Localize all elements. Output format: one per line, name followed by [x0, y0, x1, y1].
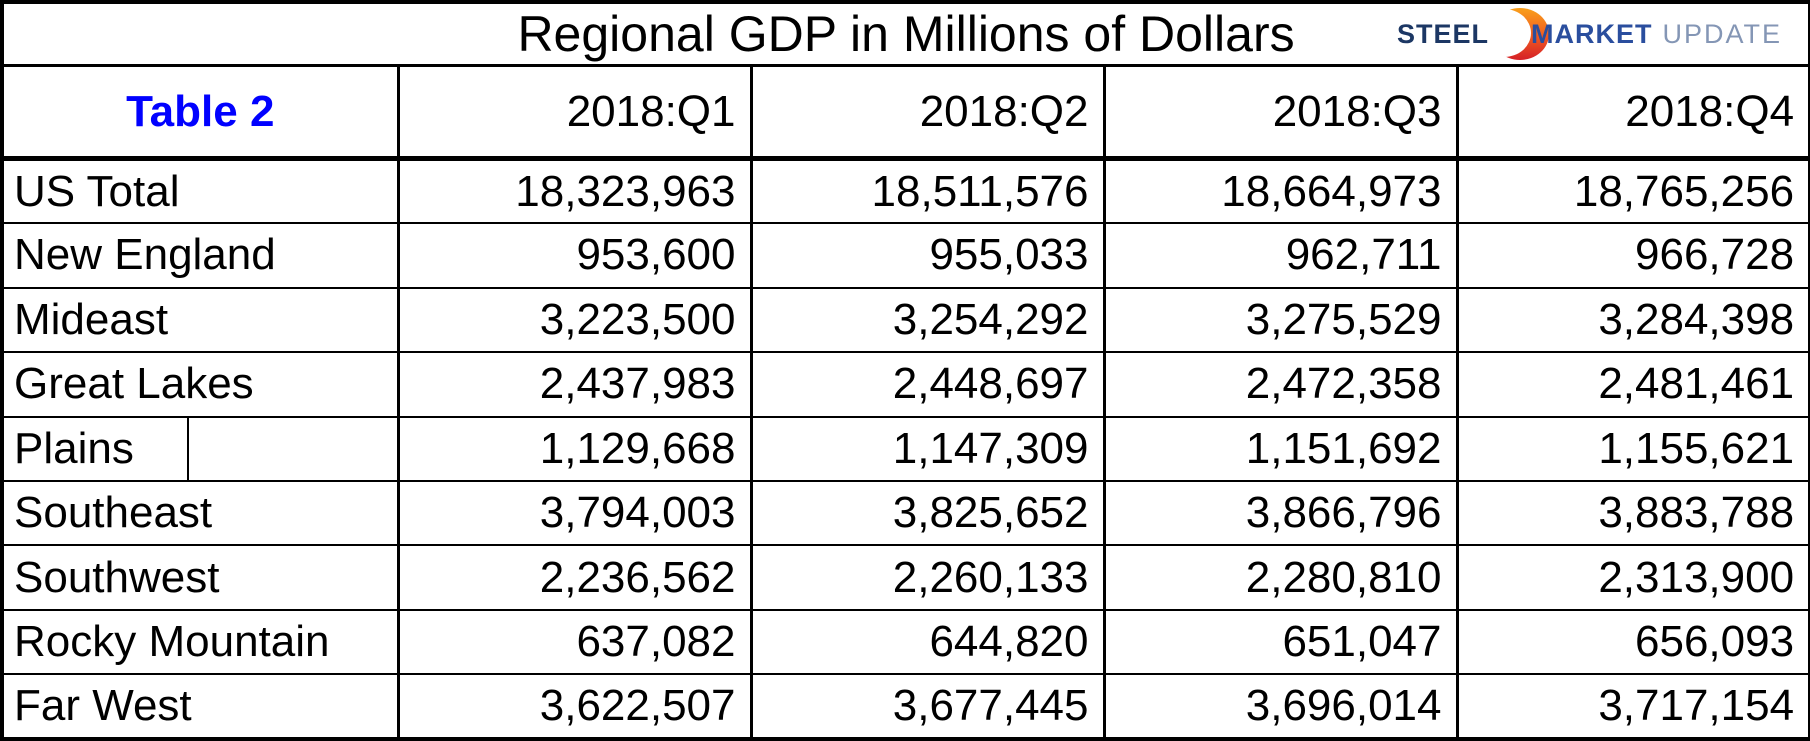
row-label-rocky-mountain: Rocky Mountain: [0, 608, 400, 676]
logo-steel-text: STEEL: [1397, 18, 1490, 49]
row-label-far-west: Far West: [0, 673, 400, 740]
gdp-value-cell: 3,866,796: [1102, 479, 1459, 547]
row-label-us-total: US Total: [0, 157, 400, 225]
table-row: US Total 18,323,963 18,511,576 18,664,97…: [0, 157, 1810, 225]
column-header-row: Table 2 2018:Q1 2018:Q2 2018:Q3 2018:Q4: [0, 64, 1810, 162]
table-number-label: Table 2: [0, 64, 400, 162]
gdp-value-cell: 1,155,621: [1455, 415, 1810, 483]
gdp-value-cell: 3,622,507: [396, 673, 753, 740]
gdp-value-cell: 2,280,810: [1102, 544, 1459, 611]
table-row: Rocky Mountain 637,082 644,820 651,047 6…: [0, 608, 1810, 676]
orange-crescent-icon: [1491, 8, 1550, 61]
gdp-value-cell: 3,794,003: [396, 479, 753, 547]
gdp-value-cell: 2,437,983: [396, 351, 753, 418]
row-label-new-england: New England: [0, 222, 400, 289]
gdp-value-cell: 2,313,900: [1455, 544, 1810, 611]
gdp-value-cell: 2,260,133: [749, 544, 1106, 611]
gdp-value-cell: 18,323,963: [396, 157, 753, 225]
logo-market-text: MARKET: [1531, 18, 1653, 49]
col-header-2018-q2: 2018:Q2: [749, 64, 1106, 162]
gdp-value-cell: 18,765,256: [1455, 157, 1810, 225]
gdp-value-cell: 955,033: [749, 222, 1106, 289]
gdp-value-cell: 637,082: [396, 608, 753, 676]
gdp-value-cell: 1,151,692: [1102, 415, 1459, 483]
steel-market-update-logo: STEEL: [1397, 7, 1782, 61]
row-label-mideast: Mideast: [0, 286, 400, 354]
gdp-value-cell: 953,600: [396, 222, 753, 289]
row-label-great-lakes: Great Lakes: [0, 351, 400, 418]
table-row: New England 953,600 955,033 962,711 966,…: [0, 222, 1810, 289]
row-label-plains-text: Plains: [14, 423, 134, 473]
gdp-value-cell: 3,825,652: [749, 479, 1106, 547]
gdp-value-cell: 3,284,398: [1455, 286, 1810, 354]
table-row: Mideast 3,223,500 3,254,292 3,275,529 3,…: [0, 286, 1810, 354]
gdp-value-cell: 3,717,154: [1455, 673, 1810, 740]
gdp-value-cell: 3,275,529: [1102, 286, 1459, 354]
gdp-value-cell: 3,254,292: [749, 286, 1106, 354]
table-row: Great Lakes 2,437,983 2,448,697 2,472,35…: [0, 351, 1810, 418]
row-label-southwest: Southwest: [0, 544, 400, 611]
table-row: Plains 1,129,668 1,147,309 1,151,692 1,1…: [0, 415, 1810, 483]
gdp-value-cell: 966,728: [1455, 222, 1810, 289]
gdp-value-cell: 1,147,309: [749, 415, 1106, 483]
gdp-value-cell: 18,664,973: [1102, 157, 1459, 225]
title-cell: Regional GDP in Millions of Dollars STEE…: [0, 1, 1810, 68]
row-label-plains: Plains: [0, 415, 400, 483]
gdp-value-cell: 962,711: [1102, 222, 1459, 289]
gdp-value-cell: 656,093: [1455, 608, 1810, 676]
gdp-value-cell: 2,448,697: [749, 351, 1106, 418]
gdp-value-cell: 3,883,788: [1455, 479, 1810, 547]
title-row: Regional GDP in Millions of Dollars STEE…: [0, 1, 1810, 68]
gdp-value-cell: 3,223,500: [396, 286, 753, 354]
gdp-value-cell: 2,472,358: [1102, 351, 1459, 418]
col-header-2018-q4: 2018:Q4: [1455, 64, 1810, 162]
gdp-value-cell: 651,047: [1102, 608, 1459, 676]
table-row: Southeast 3,794,003 3,825,652 3,866,796 …: [0, 479, 1810, 547]
gdp-value-cell: 2,236,562: [396, 544, 753, 611]
gdp-value-cell: 1,129,668: [396, 415, 753, 483]
table-row: Southwest 2,236,562 2,260,133 2,280,810 …: [0, 544, 1810, 611]
col-header-2018-q3: 2018:Q3: [1102, 64, 1459, 162]
gdp-value-cell: 3,696,014: [1102, 673, 1459, 740]
gdp-value-cell: 3,677,445: [749, 673, 1106, 740]
gdp-value-cell: 644,820: [749, 608, 1106, 676]
col-header-2018-q1: 2018:Q1: [396, 64, 753, 162]
table-row: Far West 3,622,507 3,677,445 3,696,014 3…: [0, 673, 1810, 740]
gdp-value-cell: 2,481,461: [1455, 351, 1810, 418]
row-label-southeast: Southeast: [0, 479, 400, 547]
plains-cell-divider: [187, 418, 189, 479]
page-title: Regional GDP in Millions of Dollars: [517, 6, 1295, 63]
gdp-value-cell: 18,511,576: [749, 157, 1106, 225]
logo-update-text: UPDATE: [1662, 18, 1783, 49]
